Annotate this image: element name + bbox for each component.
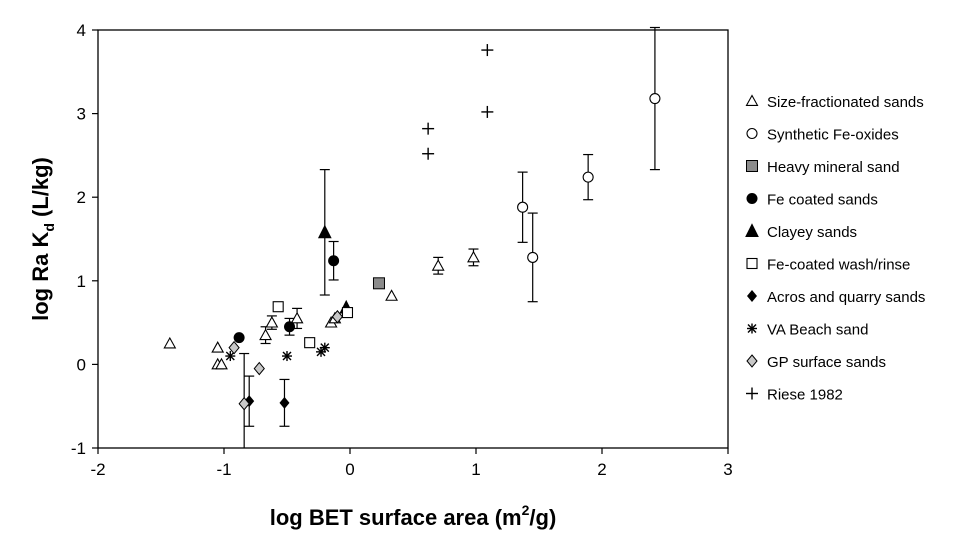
error-bars — [239, 26, 660, 448]
data-point — [272, 301, 284, 313]
data-point — [331, 309, 344, 324]
legend-label: Acros and quarry sands — [767, 289, 925, 306]
data-point — [467, 250, 480, 263]
data-point — [341, 307, 354, 319]
data-point — [431, 259, 445, 271]
legend-item: Fe coated sands — [746, 192, 878, 209]
y-tick-label: 4 — [77, 21, 86, 40]
legend-marker — [747, 323, 757, 334]
legend-label: Clayey sands — [767, 224, 857, 241]
legend-marker — [745, 223, 759, 237]
legend: Size-fractionated sands Synthetic Fe-oxid… — [745, 94, 925, 404]
legend-marker — [746, 257, 758, 270]
legend-label: GP surface sands — [767, 354, 886, 371]
legend-marker — [746, 193, 758, 204]
legend-item: Heavy mineral sand — [746, 159, 900, 176]
legend-item: GP surface sands — [746, 354, 886, 371]
data-point — [290, 311, 304, 324]
data-point — [422, 147, 435, 160]
data-point — [328, 255, 340, 267]
legend-marker — [746, 354, 758, 368]
y-tick-label: 2 — [77, 188, 86, 207]
legend-label: Synthetic Fe-oxides — [767, 127, 899, 144]
data-point — [582, 171, 594, 183]
data-point — [422, 122, 435, 135]
data-point — [253, 361, 265, 376]
plot-area — [97, 29, 729, 449]
legend-label: Fe coated sands — [767, 192, 878, 209]
y-axis-title: log Ra Kd (L/kg) — [28, 157, 57, 321]
data-point — [163, 336, 177, 349]
legend-marker — [745, 94, 759, 106]
data-point — [265, 315, 279, 328]
legend-item: Size-fractionated sands — [745, 94, 924, 111]
data-point — [527, 251, 539, 263]
x-tick-label: 1 — [471, 460, 480, 479]
data-point — [259, 328, 273, 341]
x-tick-label: -1 — [216, 460, 231, 479]
legend-label: Size-fractionated sands — [767, 94, 924, 111]
legend-label: VA Beach sand — [767, 322, 868, 339]
legend-label: Heavy mineral sand — [767, 159, 900, 176]
legend-item: Fe-coated wash/rinse — [746, 257, 910, 274]
legend-marker — [746, 127, 758, 140]
data-point — [282, 351, 292, 362]
legend-marker — [746, 160, 758, 172]
data-point — [215, 357, 228, 370]
y-tick-label: 1 — [77, 272, 86, 291]
data-points — [163, 44, 661, 411]
legend-item: Riese 1982 — [746, 387, 843, 404]
data-point — [517, 201, 529, 213]
data-point — [319, 342, 330, 353]
x-tick-label: 2 — [597, 460, 606, 479]
data-point — [385, 289, 399, 301]
data-point — [225, 351, 236, 362]
x-tick-label: 0 — [345, 460, 354, 479]
legend-label: Riese 1982 — [767, 387, 843, 404]
data-point — [238, 396, 250, 411]
legend-item: Clayey sands — [745, 223, 857, 241]
y-tick-label: 3 — [77, 105, 86, 124]
legend-item: Synthetic Fe-oxides — [746, 127, 899, 144]
legend-marker — [746, 387, 758, 400]
data-point — [649, 93, 661, 105]
x-axis-title: log BET surface area (m2/g) — [270, 502, 557, 530]
data-point — [304, 337, 316, 349]
x-tick-label: 3 — [723, 460, 732, 479]
data-point — [317, 224, 332, 239]
data-point — [481, 44, 494, 57]
y-tick-label: -1 — [71, 439, 86, 458]
data-point — [233, 332, 245, 344]
data-point — [228, 340, 240, 355]
x-tick-label: -2 — [90, 460, 105, 479]
y-tick-label: 0 — [77, 355, 86, 374]
legend-item: VA Beach sand — [747, 322, 868, 339]
data-point — [372, 277, 385, 290]
data-point — [481, 105, 494, 118]
legend-label: Fe-coated wash/rinse — [767, 257, 910, 274]
legend-marker — [747, 290, 757, 302]
data-point — [279, 396, 290, 409]
data-point — [284, 321, 296, 333]
data-point — [211, 341, 225, 353]
legend-item: Acros and quarry sands — [747, 289, 925, 306]
